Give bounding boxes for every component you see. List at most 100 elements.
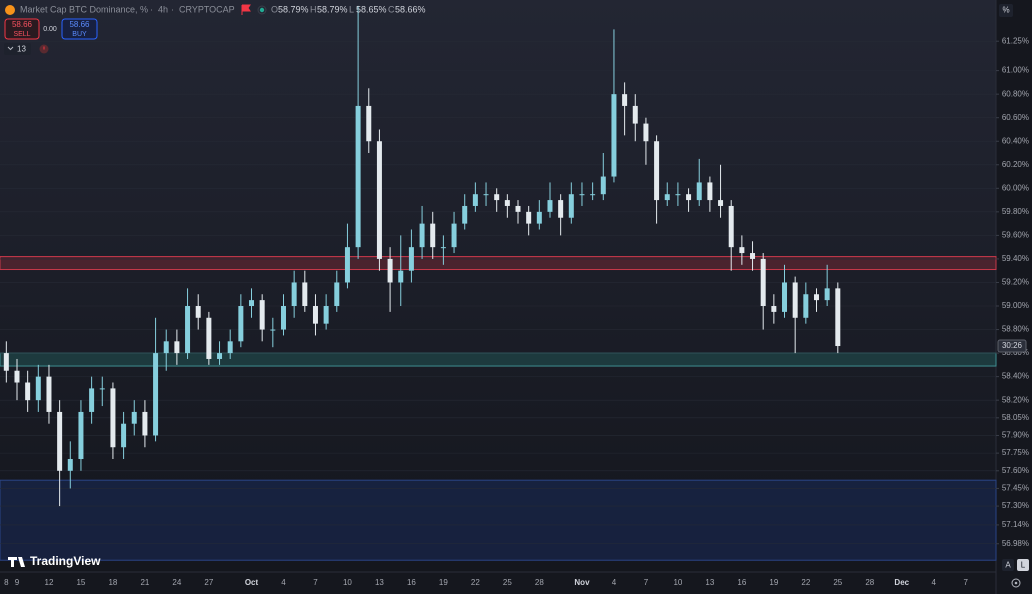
candle-body bbox=[803, 294, 809, 318]
ohlc-label: L bbox=[349, 4, 354, 14]
indicators-count: 13 bbox=[17, 45, 26, 54]
y-tick-label: 60.20% bbox=[1002, 160, 1029, 169]
candle-body bbox=[35, 376, 41, 401]
candle-body bbox=[67, 459, 73, 471]
price-axis-background bbox=[996, 0, 1032, 594]
time-axis-background bbox=[0, 572, 996, 594]
x-tick-label: 19 bbox=[769, 578, 778, 587]
y-tick-label: 60.00% bbox=[1002, 183, 1029, 192]
sell-button[interactable] bbox=[4, 18, 40, 40]
candle-body bbox=[440, 247, 446, 249]
flag-icon[interactable] bbox=[241, 4, 251, 15]
x-tick-label: 10 bbox=[343, 578, 352, 587]
indicators-toggle[interactable] bbox=[4, 43, 31, 55]
candle-body bbox=[568, 194, 574, 218]
x-tick-label: 4 bbox=[932, 578, 937, 587]
candle-body bbox=[451, 223, 457, 248]
candle-body bbox=[760, 258, 766, 307]
candle-body bbox=[57, 411, 63, 471]
candle-body bbox=[99, 388, 105, 390]
y-tick-label: 57.75% bbox=[1002, 448, 1029, 457]
candle-body bbox=[195, 306, 201, 318]
candle-body bbox=[494, 194, 500, 201]
candle-body bbox=[131, 411, 137, 424]
candle-body bbox=[217, 353, 223, 359]
y-tick-label: 57.90% bbox=[1002, 431, 1029, 440]
source[interactable]: CRYPTOCAP bbox=[179, 4, 235, 14]
x-tick-label: 12 bbox=[45, 578, 54, 587]
x-tick-label: 21 bbox=[140, 578, 149, 587]
log-scale-button[interactable] bbox=[1017, 559, 1029, 571]
candle-body bbox=[632, 105, 638, 124]
candle-body bbox=[824, 288, 830, 301]
x-tick-label: 18 bbox=[108, 578, 117, 587]
settings-icon-center bbox=[1014, 581, 1018, 585]
ohlc-value: 58.66% bbox=[395, 4, 426, 14]
spread: 0.00 bbox=[43, 26, 57, 33]
x-tick-label: 4 bbox=[612, 578, 617, 587]
candle-body bbox=[110, 388, 116, 448]
candle-body bbox=[323, 306, 329, 324]
candle-body bbox=[312, 306, 318, 324]
candle-body bbox=[344, 247, 350, 283]
candle-body bbox=[25, 382, 31, 401]
y-tick-label: 59.80% bbox=[1002, 207, 1029, 216]
x-tick-label: 28 bbox=[865, 578, 874, 587]
x-tick-label: 8 bbox=[4, 578, 9, 587]
candle-body bbox=[622, 94, 628, 106]
candle-body bbox=[291, 282, 297, 307]
candle-body bbox=[707, 182, 713, 201]
candle-body bbox=[259, 300, 265, 330]
x-tick-label: 16 bbox=[407, 578, 416, 587]
settings-icon[interactable] bbox=[1011, 578, 1021, 588]
brand-logo bbox=[8, 557, 25, 567]
candle-body bbox=[782, 282, 788, 312]
y-tick-label: 59.40% bbox=[1002, 254, 1029, 263]
x-tick-label: 24 bbox=[172, 578, 181, 587]
candle-body bbox=[654, 141, 660, 201]
axis-unit: % bbox=[1002, 6, 1009, 15]
candle-body bbox=[89, 388, 95, 412]
candle-body bbox=[206, 317, 212, 359]
x-tick-label: 13 bbox=[375, 578, 384, 587]
x-tick-label: 10 bbox=[673, 578, 682, 587]
brand-name[interactable]: TradingView bbox=[30, 554, 101, 568]
y-tick-label: 58.40% bbox=[1002, 372, 1029, 381]
y-tick-label: 60.40% bbox=[1002, 136, 1029, 145]
y-tick-label: 57.45% bbox=[1002, 484, 1029, 493]
candle-body bbox=[526, 211, 532, 224]
y-tick-label: 58.80% bbox=[1002, 325, 1029, 334]
x-tick-label: 27 bbox=[204, 578, 213, 587]
candle-body bbox=[280, 306, 286, 330]
candle-body bbox=[504, 200, 510, 206]
candles bbox=[3, 5, 841, 507]
candle-body bbox=[238, 306, 244, 342]
y-tick-label: 59.60% bbox=[1002, 231, 1029, 240]
status-dot bbox=[259, 7, 265, 13]
x-tick-label: 25 bbox=[833, 578, 842, 587]
x-tick-label: 25 bbox=[503, 578, 512, 587]
symbol-icon[interactable] bbox=[5, 5, 15, 15]
candle-body bbox=[142, 411, 148, 436]
candle-body bbox=[227, 341, 233, 354]
interval[interactable]: 4h bbox=[158, 4, 168, 14]
candle-body bbox=[14, 370, 20, 383]
ohlc-label: C bbox=[388, 4, 395, 14]
candle-body bbox=[78, 411, 84, 460]
candle-body bbox=[558, 200, 564, 218]
buy-price: 58.66 bbox=[69, 20, 90, 29]
countdown: 30:26 bbox=[1002, 341, 1023, 350]
unit-box[interactable] bbox=[999, 4, 1013, 17]
auto-scale-button[interactable] bbox=[1002, 559, 1014, 571]
candle-body bbox=[334, 282, 340, 307]
candle-body bbox=[185, 306, 191, 354]
candle-body bbox=[515, 205, 521, 212]
zones bbox=[0, 256, 997, 561]
x-tick-label: 19 bbox=[439, 578, 448, 587]
ohlc-label: H bbox=[310, 4, 317, 14]
candle-body bbox=[408, 247, 414, 271]
buy-button[interactable] bbox=[61, 18, 98, 40]
y-tick-label: 60.60% bbox=[1002, 113, 1029, 122]
symbol-title[interactable]: Market Cap BTC Dominance, % bbox=[20, 4, 148, 14]
